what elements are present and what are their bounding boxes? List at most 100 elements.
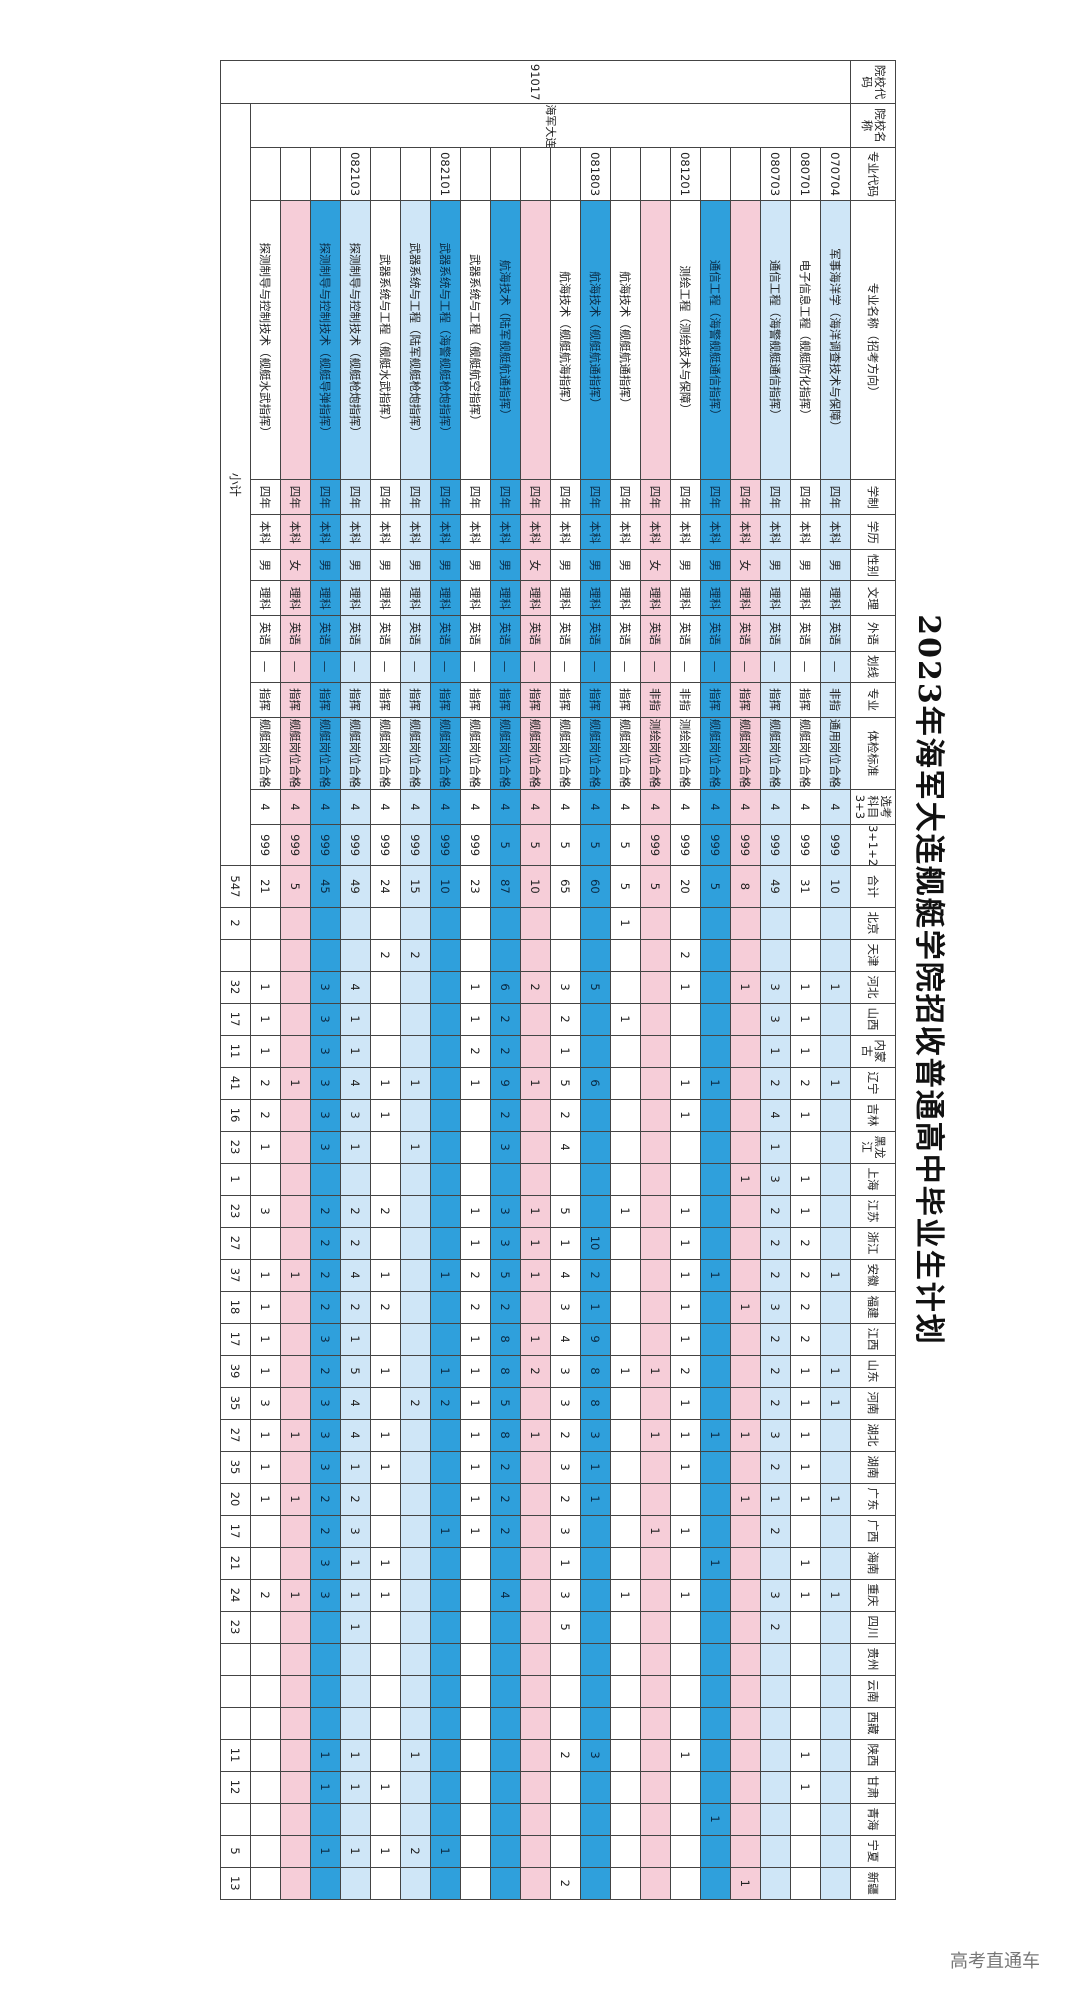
province-quota-cell <box>520 1099 551 1132</box>
province-quota-cell <box>730 1003 761 1036</box>
subtotal-province-cell: 17 <box>220 1323 251 1356</box>
cell-lng: 英语 <box>340 615 371 652</box>
cell-lng: 英语 <box>370 615 401 652</box>
province-quota-cell <box>580 1163 611 1196</box>
province-quota-cell <box>340 1163 371 1196</box>
province-quota-cell: 8 <box>580 1355 611 1388</box>
cell-trk: 理科 <box>310 580 341 616</box>
province-quota-cell <box>370 1387 401 1420</box>
province-quota-cell: 1 <box>340 1451 371 1484</box>
province-quota-cell <box>700 1483 731 1516</box>
province-quota-cell: 1 <box>550 1035 581 1068</box>
subtotal-province-cell: 27 <box>220 1227 251 1260</box>
province-quota-cell <box>820 1227 851 1260</box>
cell-phy: 舰艇岗位合格 <box>460 717 491 790</box>
cell-total: 45 <box>310 865 341 908</box>
province-quota-cell <box>820 1867 851 1900</box>
cell-lng: 英语 <box>430 615 461 652</box>
province-quota-cell <box>730 1227 761 1260</box>
province-quota-cell <box>640 1803 671 1836</box>
province-quota-cell: 3 <box>310 1451 341 1484</box>
province-quota-cell: 2 <box>340 1483 371 1516</box>
province-quota-cell <box>430 1419 461 1452</box>
subtotal-province-cell: 11 <box>220 1035 251 1068</box>
province-quota-cell: 1 <box>700 1547 731 1580</box>
province-quota-cell <box>610 971 641 1004</box>
cell-s33: 4 <box>430 789 461 825</box>
province-quota-cell <box>820 1707 851 1740</box>
province-quota-cell: 2 <box>490 1483 521 1516</box>
province-quota-cell: 2 <box>370 1291 401 1324</box>
province-quota-cell <box>430 1227 461 1260</box>
province-quota-cell <box>730 1643 761 1676</box>
cell-phy: 舰艇岗位合格 <box>340 717 371 790</box>
major-code-cell <box>250 147 281 201</box>
cell-s312: 5 <box>580 824 611 866</box>
province-quota-cell: 6 <box>490 971 521 1004</box>
col-province: 湖北 <box>850 1419 896 1452</box>
province-quota-cell <box>580 1003 611 1036</box>
province-quota-cell <box>730 1195 761 1228</box>
cell-type: 指挥 <box>400 682 431 718</box>
province-quota-cell <box>730 1099 761 1132</box>
cell-s312: 999 <box>460 824 491 866</box>
cell-type: 指挥 <box>520 682 551 718</box>
col-province: 海南 <box>850 1547 896 1580</box>
province-quota-cell <box>400 1323 431 1356</box>
cell-gen: 男 <box>610 549 641 581</box>
cell-dur: 四年 <box>610 479 641 515</box>
province-quota-cell: 1 <box>370 1355 401 1388</box>
province-quota-cell <box>280 1227 311 1260</box>
province-quota-cell: 8 <box>580 1387 611 1420</box>
province-quota-cell: 1 <box>760 1035 791 1068</box>
cell-s312: 999 <box>820 824 851 866</box>
province-quota-cell: 1 <box>370 1579 401 1612</box>
province-quota-cell: 2 <box>580 1259 611 1292</box>
province-quota-cell <box>400 1803 431 1836</box>
province-quota-cell: 1 <box>460 971 491 1004</box>
province-quota-cell <box>400 971 431 1004</box>
province-quota-cell <box>250 1803 281 1836</box>
major-code-cell <box>400 147 431 201</box>
province-quota-cell <box>760 1867 791 1900</box>
province-quota-cell <box>700 1771 731 1804</box>
cell-s312: 999 <box>280 824 311 866</box>
province-quota-cell <box>820 1643 851 1676</box>
province-quota-cell <box>370 1483 401 1516</box>
province-quota-cell: 1 <box>520 1419 551 1452</box>
cell-phy: 舰艇岗位合格 <box>580 717 611 790</box>
school-name-cell: 海军大连舰艇学院 <box>250 103 851 148</box>
province-quota-cell <box>610 1675 641 1708</box>
province-quota-cell <box>280 1611 311 1644</box>
cell-dur: 四年 <box>520 479 551 515</box>
province-quota-cell: 2 <box>760 1227 791 1260</box>
province-quota-cell: 1 <box>250 1355 281 1388</box>
province-quota-cell <box>460 1867 491 1900</box>
col-province: 江西 <box>850 1323 896 1356</box>
province-quota-cell <box>460 1643 491 1676</box>
province-quota-cell <box>520 1291 551 1324</box>
sel-33-label: 3+3 <box>853 794 868 820</box>
province-quota-cell: 3 <box>310 1131 341 1164</box>
province-quota-cell: 1 <box>250 1483 281 1516</box>
province-quota-cell <box>790 1675 821 1708</box>
province-quota-cell: 3 <box>310 1419 341 1452</box>
major-code-cell <box>490 147 521 201</box>
cell-total: 8 <box>730 865 761 908</box>
province-quota-cell <box>820 1003 851 1036</box>
province-quota-cell: 2 <box>670 1355 701 1388</box>
province-quota-cell <box>730 1323 761 1356</box>
major-name-cell: 通信工程（海警舰艇通信指挥） <box>700 200 731 480</box>
province-quota-cell <box>580 1707 611 1740</box>
cell-deg: 本科 <box>670 514 701 550</box>
province-quota-cell <box>550 939 581 972</box>
province-quota-cell: 1 <box>790 1483 821 1516</box>
province-quota-cell: 1 <box>250 1035 281 1068</box>
province-quota-cell: 1 <box>250 1259 281 1292</box>
province-quota-cell <box>400 1611 431 1644</box>
cell-type: 指挥 <box>610 682 641 718</box>
province-quota-cell <box>430 1675 461 1708</box>
province-quota-cell: 1 <box>460 1451 491 1484</box>
cell-phy: 测绘岗位合格 <box>640 717 671 790</box>
subtotal-province-cell: 11 <box>220 1739 251 1772</box>
